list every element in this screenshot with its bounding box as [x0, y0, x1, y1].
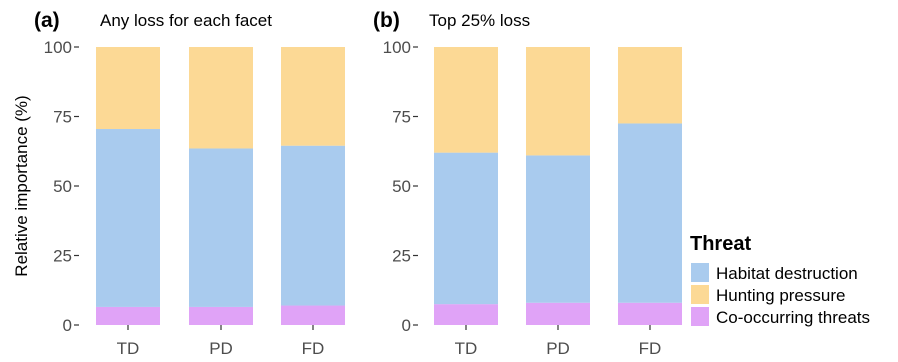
bar-segment-a-fd-co-occurring-threats: [281, 305, 345, 325]
panel-b: (b) Top 25% loss 0 25 50 75 100 TD PD FD: [373, 9, 682, 358]
bar-segment-b-pd-habitat-destruction: [526, 155, 590, 303]
legend-label-cooccurring: Co-occurring threats: [716, 308, 870, 327]
bar-segment-b-fd-co-occurring-threats: [618, 302, 682, 325]
bar-segment-b-pd-co-occurring-threats: [526, 302, 590, 325]
bar-segment-a-pd-habitat-destruction: [189, 148, 253, 307]
panel-a-y-tick-label: 50: [53, 177, 72, 196]
panel-b-category-label: PD: [546, 339, 570, 358]
panel-b-y-tick-label: 25: [392, 247, 411, 266]
panel-b-y-tick-label: 100: [383, 38, 411, 57]
bar-segment-a-fd-hunting-pressure: [281, 47, 345, 146]
bar-segment-a-pd-hunting-pressure: [189, 47, 253, 149]
bar-segment-a-pd-co-occurring-threats: [189, 306, 253, 325]
legend-label-habitat: Habitat destruction: [716, 264, 858, 283]
legend-swatch-habitat: [691, 263, 709, 282]
panel-b-y-tick-label: 75: [392, 108, 411, 127]
panel-a-y-tick-label: 25: [53, 247, 72, 266]
panel-a-category-label: FD: [302, 339, 325, 358]
bar-segment-a-td-co-occurring-threats: [96, 306, 160, 325]
panel-b-category-label: FD: [639, 339, 662, 358]
panel-a-y-tick-label: 0: [63, 316, 72, 335]
panel-a-y-tick-label: 75: [53, 108, 72, 127]
panel-b-title: Top 25% loss: [429, 11, 530, 30]
legend-swatch-cooccurring: [691, 307, 709, 326]
panel-b-category-label: TD: [455, 339, 478, 358]
panel-a-y-tick-label: 100: [44, 38, 72, 57]
panel-a-title: Any loss for each facet: [100, 11, 272, 30]
legend-swatch-hunting: [691, 285, 709, 304]
panel-a: (a) Any loss for each facet 0 25 50 75 100 TD…: [34, 9, 345, 358]
y-axis-title: Relative importance (%): [12, 95, 31, 276]
legend: Threat Habitat destruction Hunting press…: [690, 233, 870, 327]
bar-segment-a-td-habitat-destruction: [96, 129, 160, 307]
panel-a-letter: (a): [34, 9, 60, 32]
bar-segment-b-td-hunting-pressure: [434, 47, 498, 153]
panel-b-y-tick-label: 50: [392, 177, 411, 196]
bar-segment-b-td-co-occurring-threats: [434, 304, 498, 325]
panel-a-category-label: PD: [209, 339, 233, 358]
bar-segment-b-fd-hunting-pressure: [618, 47, 682, 124]
bar-segment-b-td-habitat-destruction: [434, 152, 498, 305]
panel-a-category-label: TD: [117, 339, 140, 358]
bar-segment-a-td-hunting-pressure: [96, 47, 160, 130]
legend-title: Threat: [690, 233, 751, 255]
legend-label-hunting: Hunting pressure: [716, 286, 845, 305]
panel-b-y-tick-label: 0: [402, 316, 411, 335]
bar-segment-a-fd-habitat-destruction: [281, 145, 345, 306]
bar-segment-b-pd-hunting-pressure: [526, 47, 590, 156]
panel-b-letter: (b): [373, 9, 400, 32]
bar-segment-b-fd-habitat-destruction: [618, 123, 682, 303]
